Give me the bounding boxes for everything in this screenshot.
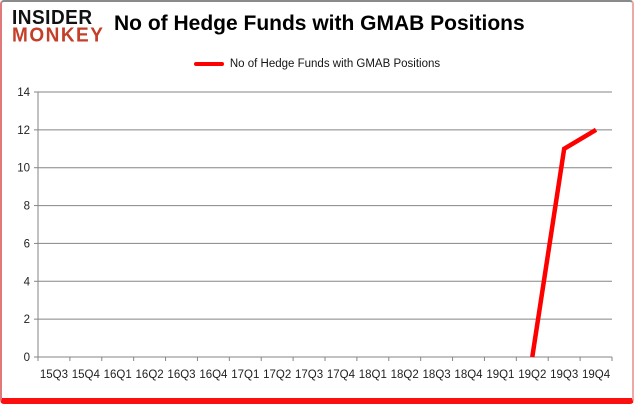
svg-text:6: 6: [24, 238, 30, 250]
svg-text:12: 12: [17, 125, 30, 137]
svg-text:18Q2: 18Q2: [391, 369, 419, 381]
svg-text:18Q1: 18Q1: [359, 369, 387, 381]
svg-text:14: 14: [17, 87, 30, 99]
logo-text-monkey: MONKEY: [12, 24, 105, 47]
svg-text:17Q2: 17Q2: [263, 369, 291, 381]
legend-label: No of Hedge Funds with GMAB Positions: [229, 58, 441, 70]
svg-text:15Q4: 15Q4: [72, 369, 101, 381]
svg-text:0: 0: [24, 352, 30, 364]
svg-text:19Q1: 19Q1: [486, 369, 514, 381]
svg-text:17Q4: 17Q4: [327, 369, 356, 381]
svg-text:19Q4: 19Q4: [582, 369, 611, 381]
svg-text:2: 2: [24, 314, 30, 326]
logo-text-insider: INSIDER: [12, 6, 93, 29]
svg-text:10: 10: [17, 163, 30, 175]
svg-text:16Q3: 16Q3: [167, 369, 195, 381]
svg-text:18Q4: 18Q4: [454, 369, 483, 381]
svg-text:16Q2: 16Q2: [136, 369, 164, 381]
insider-monkey-logo: INSIDER MONKEY: [12, 8, 104, 46]
svg-text:15Q3: 15Q3: [40, 369, 68, 381]
svg-text:17Q3: 17Q3: [295, 369, 323, 381]
svg-text:19Q2: 19Q2: [518, 369, 546, 381]
chart-svg: 0 2 4 6 8 10 12 14 15Q3 15Q4 16Q1 16Q2 16Q3 16Q4 17Q1 1…: [17, 87, 613, 381]
svg-text:8: 8: [24, 201, 30, 213]
chart-title: No of Hedge Funds with GMAB Positions: [114, 12, 525, 35]
svg-text:19Q3: 19Q3: [550, 369, 578, 381]
svg-text:18Q3: 18Q3: [423, 369, 451, 381]
chart-legend: No of Hedge Funds with GMAB Positions: [2, 58, 632, 70]
svg-text:16Q4: 16Q4: [199, 369, 228, 381]
legend-line-swatch: [193, 61, 224, 67]
svg-text:16Q1: 16Q1: [104, 369, 132, 381]
svg-text:17Q1: 17Q1: [231, 369, 259, 381]
svg-text:4: 4: [24, 276, 31, 288]
